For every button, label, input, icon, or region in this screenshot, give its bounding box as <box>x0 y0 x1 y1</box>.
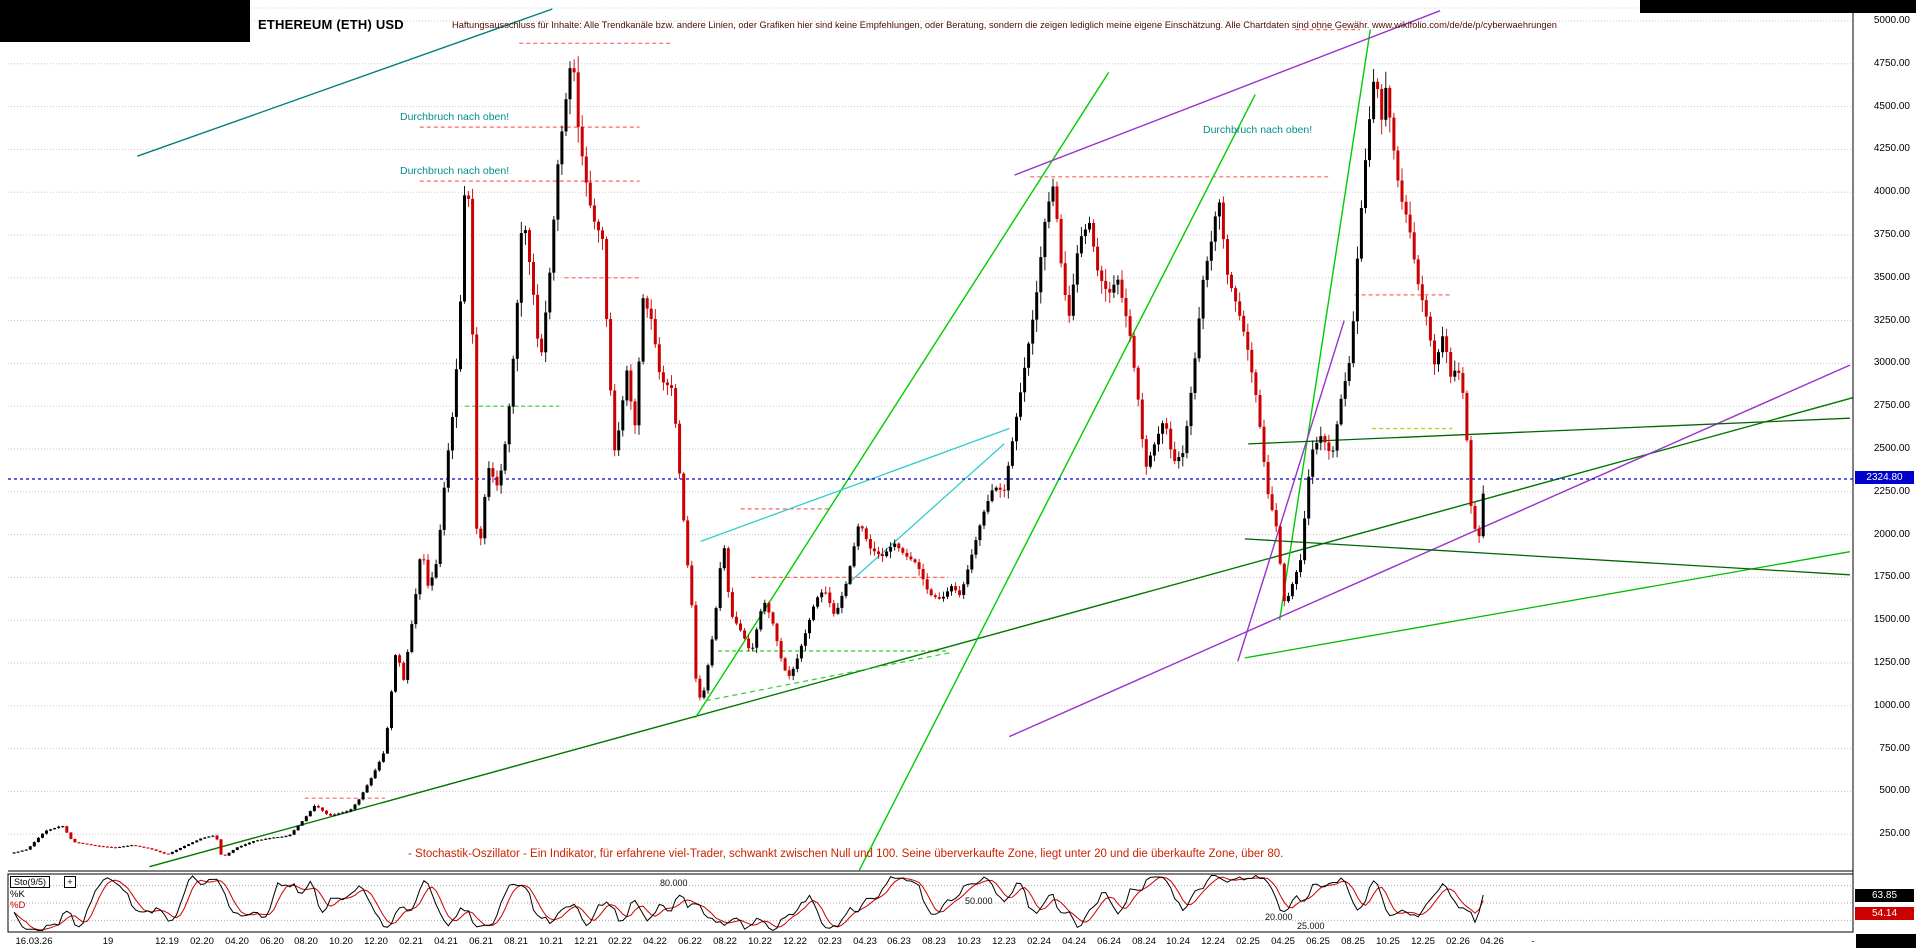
price-axis-label: 250.00 <box>1879 828 1910 839</box>
date-axis-label: 06.22 <box>678 936 702 947</box>
date-axis-label: 19 <box>102 936 114 947</box>
date-axis-label: 02.26 <box>1446 936 1470 947</box>
price-axis-label: 4500.00 <box>1873 101 1910 112</box>
date-axis-label: 12.22 <box>783 936 807 947</box>
oscillator-level-label: 25.000 <box>1297 921 1325 931</box>
price-axis-label: 4750.00 <box>1873 58 1910 69</box>
date-axis-label: 12.20 <box>364 936 388 947</box>
date-axis-label: 06.20 <box>260 936 284 947</box>
date-axis-label: 04.24 <box>1062 936 1086 947</box>
breakout-annotation: Durchbruch nach oben! <box>1203 124 1313 136</box>
oscillator-description: - Stochastik-Oszillator - Ein Indikator,… <box>408 848 1284 860</box>
date-axis-label: 04.21 <box>434 936 458 947</box>
date-axis-label: 10.23 <box>957 936 981 947</box>
date-axis-label: 02.20 <box>190 936 214 947</box>
date-axis-label: 02.23 <box>818 936 842 947</box>
stochastic-k-label: %K <box>10 889 25 900</box>
price-axis-label: 1000.00 <box>1873 700 1910 711</box>
date-axis-label: 12.25 <box>1411 936 1435 947</box>
price-axis-label: 2500.00 <box>1873 443 1910 454</box>
date-axis-label: 12.21 <box>574 936 598 947</box>
stochastic-d-label: %D <box>10 900 26 911</box>
date-axis-label: 10.25 <box>1376 936 1400 947</box>
date-axis-label: 16.03.26 <box>15 936 53 947</box>
stochastic-d-value-badge: 54.14 <box>1855 907 1914 920</box>
date-axis-label: 08.22 <box>713 936 737 947</box>
price-axis-label: 500.00 <box>1879 785 1910 796</box>
oscillator-level-label: 50.000 <box>965 896 993 906</box>
date-axis-label: 12.24 <box>1201 936 1225 947</box>
stochastic-indicator-label[interactable]: Sto(9/5) <box>10 876 51 888</box>
date-axis-label: 10.24 <box>1166 936 1190 947</box>
date-axis-label: 12.19 <box>155 936 179 947</box>
date-axis-label: 04.23 <box>853 936 877 947</box>
breakout-annotation: Durchbruch nach oben! <box>400 165 510 177</box>
date-axis-label: 06.24 <box>1097 936 1121 947</box>
date-axis-label: 10.20 <box>329 936 353 947</box>
price-axis-label: 3000.00 <box>1873 357 1910 368</box>
date-axis-label: 04.25 <box>1271 936 1295 947</box>
date-axis-label: 04.20 <box>225 936 249 947</box>
current-price-badge: 2324.80 <box>1855 471 1914 484</box>
chart-title: ETHEREUM (ETH) USD <box>258 17 404 32</box>
price-axis-label: 750.00 <box>1879 743 1910 754</box>
price-axis-label: 2750.00 <box>1873 400 1910 411</box>
date-axis-label: 02.24 <box>1027 936 1051 947</box>
price-axis-label: 4000.00 <box>1873 186 1910 197</box>
window-chrome-top-right <box>1640 0 1916 13</box>
price-axis-label: 2000.00 <box>1873 529 1910 540</box>
price-axis-label: 1500.00 <box>1873 614 1910 625</box>
date-axis-label: 06.23 <box>887 936 911 947</box>
date-axis-label: 02.22 <box>608 936 632 947</box>
date-axis-label: 10.21 <box>539 936 563 947</box>
date-axis-label: 08.23 <box>922 936 946 947</box>
date-axis-label: 08.24 <box>1132 936 1156 947</box>
date-axis-label: 04.22 <box>643 936 667 947</box>
date-axis-label: - <box>1531 936 1535 947</box>
price-axis-label: 1750.00 <box>1873 571 1910 582</box>
date-axis-label: 06.25 <box>1306 936 1330 947</box>
date-axis-label: 04.26 <box>1480 936 1504 947</box>
price-axis-label: 5000.00 <box>1873 15 1910 26</box>
stochastic-k-value-badge: 63.85 <box>1855 889 1914 902</box>
disclaimer-text: Haftungsausschluss für Inhalte: Alle Tre… <box>452 20 1557 30</box>
date-axis-label: 02.21 <box>399 936 423 947</box>
date-axis-label: 08.20 <box>294 936 318 947</box>
date-axis-label: 08.25 <box>1341 936 1365 947</box>
price-axis-label: 3250.00 <box>1873 315 1910 326</box>
price-axis-label: 3500.00 <box>1873 272 1910 283</box>
oscillator-level-label: 20.000 <box>1265 912 1293 922</box>
date-axis-label: 08.21 <box>504 936 528 947</box>
window-chrome-bottom-right <box>1856 934 1916 948</box>
stochastic-expand-button[interactable]: + <box>64 876 76 888</box>
price-axis-label: 4250.00 <box>1873 143 1910 154</box>
price-axis-label: 2250.00 <box>1873 486 1910 497</box>
price-axis-label: 1250.00 <box>1873 657 1910 668</box>
window-chrome-top-left <box>0 0 250 42</box>
price-axis-label: 3750.00 <box>1873 229 1910 240</box>
date-axis-label: 02.25 <box>1236 936 1260 947</box>
breakout-annotation: Durchbruch nach oben! <box>400 111 510 123</box>
oscillator-level-label: 80.000 <box>660 878 688 888</box>
date-axis-label: 12.23 <box>992 936 1016 947</box>
date-axis-label: 10.22 <box>748 936 772 947</box>
date-axis-label: 06.21 <box>469 936 493 947</box>
